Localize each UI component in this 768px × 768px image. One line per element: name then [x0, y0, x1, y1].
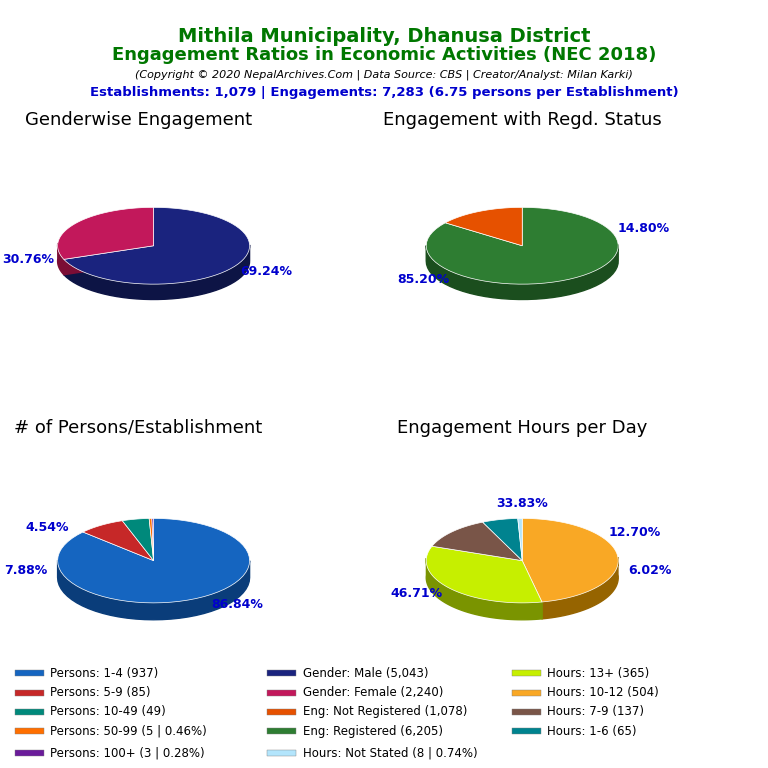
Polygon shape	[426, 558, 542, 620]
Text: Hours: 1-6 (65): Hours: 1-6 (65)	[547, 725, 637, 738]
Text: 69.24%: 69.24%	[240, 265, 292, 278]
Text: # of Persons/Establishment: # of Persons/Establishment	[14, 419, 263, 436]
Text: 30.76%: 30.76%	[2, 253, 55, 266]
Text: Hours: 7-9 (137): Hours: 7-9 (137)	[547, 706, 644, 719]
Bar	[512, 690, 541, 696]
Text: Hours: 13+ (365): Hours: 13+ (365)	[547, 667, 650, 680]
Text: 86.84%: 86.84%	[211, 598, 263, 611]
Text: 14.80%: 14.80%	[618, 221, 670, 234]
Text: Eng: Not Registered (1,078): Eng: Not Registered (1,078)	[303, 706, 467, 719]
Polygon shape	[522, 561, 542, 619]
Polygon shape	[64, 245, 250, 300]
Polygon shape	[122, 518, 154, 561]
Bar	[15, 729, 45, 734]
Text: Engagement Hours per Day: Engagement Hours per Day	[397, 419, 647, 436]
Bar	[512, 709, 541, 715]
Text: Engagement Ratios in Economic Activities (NEC 2018): Engagement Ratios in Economic Activities…	[112, 46, 656, 64]
Polygon shape	[58, 207, 154, 260]
Text: Gender: Female (2,240): Gender: Female (2,240)	[303, 686, 443, 699]
Polygon shape	[58, 561, 250, 620]
Polygon shape	[64, 246, 154, 275]
Polygon shape	[149, 518, 154, 561]
Text: Persons: 50-99 (5 | 0.46%): Persons: 50-99 (5 | 0.46%)	[51, 725, 207, 738]
Text: (Copyright © 2020 NepalArchives.Com | Data Source: CBS | Creator/Analyst: Milan : (Copyright © 2020 NepalArchives.Com | Da…	[135, 69, 633, 80]
Polygon shape	[426, 207, 618, 284]
Text: 85.20%: 85.20%	[397, 273, 449, 286]
Bar	[267, 750, 296, 756]
Text: 7.88%: 7.88%	[5, 564, 48, 577]
Polygon shape	[482, 518, 522, 561]
Text: 12.70%: 12.70%	[608, 525, 660, 538]
Bar	[512, 729, 541, 734]
Polygon shape	[58, 518, 250, 603]
Text: Engagement with Regd. Status: Engagement with Regd. Status	[383, 111, 661, 129]
Polygon shape	[64, 246, 154, 275]
Text: 33.83%: 33.83%	[496, 497, 548, 510]
Text: Mithila Municipality, Dhanusa District: Mithila Municipality, Dhanusa District	[177, 27, 591, 46]
Text: Persons: 5-9 (85): Persons: 5-9 (85)	[51, 686, 151, 699]
Polygon shape	[83, 521, 154, 561]
Bar	[15, 690, 45, 696]
Text: Hours: Not Stated (8 | 0.74%): Hours: Not Stated (8 | 0.74%)	[303, 746, 477, 760]
Polygon shape	[152, 518, 154, 561]
Bar	[512, 670, 541, 677]
Text: Hours: 10-12 (504): Hours: 10-12 (504)	[547, 686, 659, 699]
Polygon shape	[522, 518, 618, 602]
Polygon shape	[426, 546, 542, 603]
Text: 46.71%: 46.71%	[390, 587, 442, 600]
Bar	[267, 709, 296, 715]
Bar	[15, 750, 45, 756]
Text: Gender: Male (5,043): Gender: Male (5,043)	[303, 667, 428, 680]
Polygon shape	[64, 207, 250, 284]
Text: Persons: 1-4 (937): Persons: 1-4 (937)	[51, 667, 159, 680]
Bar	[267, 670, 296, 677]
Polygon shape	[542, 558, 618, 619]
Text: Genderwise Engagement: Genderwise Engagement	[25, 111, 252, 129]
Bar	[267, 690, 296, 696]
Text: 6.02%: 6.02%	[628, 564, 671, 577]
Polygon shape	[522, 561, 542, 619]
Text: Persons: 10-49 (49): Persons: 10-49 (49)	[51, 706, 166, 719]
Text: Establishments: 1,079 | Engagements: 7,283 (6.75 persons per Establishment): Establishments: 1,079 | Engagements: 7,2…	[90, 86, 678, 99]
Polygon shape	[58, 243, 64, 275]
Bar	[15, 670, 45, 677]
Polygon shape	[432, 522, 522, 561]
Text: 4.54%: 4.54%	[25, 521, 69, 535]
Text: Persons: 100+ (3 | 0.28%): Persons: 100+ (3 | 0.28%)	[51, 746, 205, 760]
Bar	[15, 709, 45, 715]
Polygon shape	[518, 518, 522, 561]
Polygon shape	[445, 207, 522, 246]
Polygon shape	[426, 245, 618, 300]
Bar	[267, 729, 296, 734]
Text: Eng: Registered (6,205): Eng: Registered (6,205)	[303, 725, 442, 738]
